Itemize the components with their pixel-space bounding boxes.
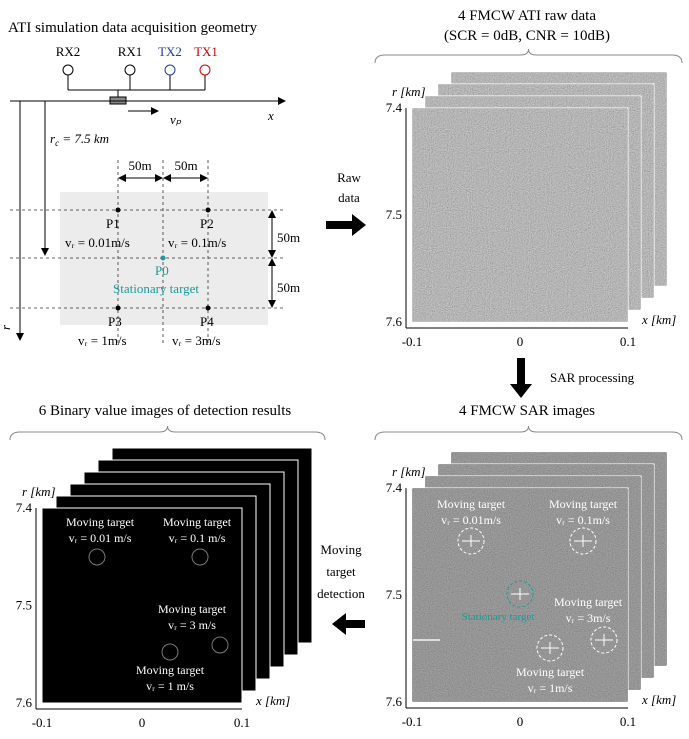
geometry-panel: ATI simulation data acquisition geometry…: [0, 20, 300, 348]
y-tick-label: 7.5: [386, 207, 402, 222]
axis-label: x [km]: [255, 693, 290, 708]
x-tick-label: 0: [517, 334, 524, 349]
arrow-label: target: [326, 564, 356, 579]
target-label: Moving target: [136, 663, 205, 677]
arrow-label: SAR processing: [550, 370, 635, 385]
point-velocity: vᵣ = 1m/s: [78, 333, 127, 348]
target-velocity: vᵣ = 0.1m/s: [556, 513, 610, 527]
axis-label: x: [267, 108, 274, 123]
axis-label: x [km]: [641, 312, 676, 327]
arrow-label: Raw: [337, 170, 361, 185]
target-label: Moving target: [516, 665, 585, 679]
spacing-label: 50m: [174, 158, 197, 173]
y-tick-label: 7.6: [386, 694, 403, 709]
target-label: Moving target: [163, 515, 232, 529]
point-label: P3: [108, 314, 122, 329]
antenna-label: TX1: [194, 44, 218, 59]
target-label: Moving target: [549, 497, 618, 511]
point-text: Stationary target: [113, 281, 199, 296]
target-label: Moving target: [66, 515, 135, 529]
y-tick-label: 7.6: [386, 314, 403, 329]
point-label: P4: [200, 314, 214, 329]
antenna-label: RX2: [56, 44, 81, 59]
arrow-label: detection: [317, 586, 365, 601]
target-label: Moving target: [554, 595, 623, 609]
point-label: P0: [155, 263, 169, 278]
target-velocity: vᵣ = 1 m/s: [146, 679, 194, 693]
y-tick-label: 7.4: [386, 100, 403, 115]
panel-title: 4 FMCW ATI raw data: [458, 8, 596, 24]
target-velocity: vᵣ = 3 m/s: [168, 618, 216, 632]
spacing-label: 50m: [277, 230, 300, 245]
y-tick-label: 7.4: [16, 500, 33, 515]
panel-title: 6 Binary value images of detection resul…: [39, 403, 292, 419]
y-tick-label: 7.6: [16, 695, 33, 710]
target-velocity: vᵣ = 3m/s: [566, 611, 611, 625]
point-velocity: vᵣ = 3m/s: [172, 333, 221, 348]
brace: [375, 49, 682, 63]
panel-title: (SCR = 0dB, CNR = 10dB): [444, 28, 610, 44]
target-label: Stationary target: [462, 611, 535, 623]
axis-label: r: [0, 324, 13, 330]
figure: ATI simulation data acquisition geometry…: [0, 0, 689, 734]
antenna-label: TX2: [158, 44, 182, 59]
x-tick-label: -0.1: [402, 714, 423, 729]
spacing-label: 50m: [277, 280, 300, 295]
axis-label: r [km]: [392, 464, 426, 479]
point-label: P1: [106, 216, 120, 231]
arrow-label: data: [338, 190, 360, 205]
velocity-label: vₚ: [170, 112, 182, 127]
y-tick-label: 7.5: [16, 598, 32, 613]
target-velocity: vᵣ = 0.1 m/s: [169, 531, 226, 545]
axis-label: r [km]: [392, 84, 426, 99]
point-label: P2: [200, 216, 214, 231]
x-tick-label: -0.1: [32, 715, 53, 730]
spacing-label: 50m: [128, 158, 151, 173]
x-tick-label: -0.1: [402, 334, 423, 349]
target-label: Moving target: [437, 497, 506, 511]
antenna-label: RX1: [118, 44, 143, 59]
target-velocity: vᵣ = 1m/s: [528, 681, 573, 695]
brace: [375, 426, 682, 440]
panel-title: ATI simulation data acquisition geometry: [8, 20, 258, 36]
panel-title: 4 FMCW SAR images: [459, 403, 595, 419]
x-tick-label: 0: [139, 715, 146, 730]
x-tick-label: 0: [517, 714, 524, 729]
axis-label: x [km]: [641, 692, 676, 707]
x-tick-label: 0.1: [234, 715, 250, 730]
x-tick-label: 0.1: [620, 334, 636, 349]
target-velocity: vᵣ = 0.01 m/s: [69, 531, 132, 545]
brace: [10, 426, 325, 440]
target-velocity: vᵣ = 0.01m/s: [441, 513, 501, 527]
range-label: rc = 7.5 km: [50, 131, 109, 148]
target-label: Moving target: [158, 602, 227, 616]
x-tick-label: 0.1: [620, 714, 636, 729]
point-velocity: vᵣ = 0.1m/s: [168, 235, 226, 250]
axis-label: r [km]: [22, 484, 56, 499]
point-velocity: vᵣ = 0.01m/s: [65, 235, 130, 250]
arrow-label: Moving: [320, 542, 362, 557]
y-tick-label: 7.4: [386, 480, 403, 495]
y-tick-label: 7.5: [386, 587, 402, 602]
image-noise: [413, 109, 627, 321]
